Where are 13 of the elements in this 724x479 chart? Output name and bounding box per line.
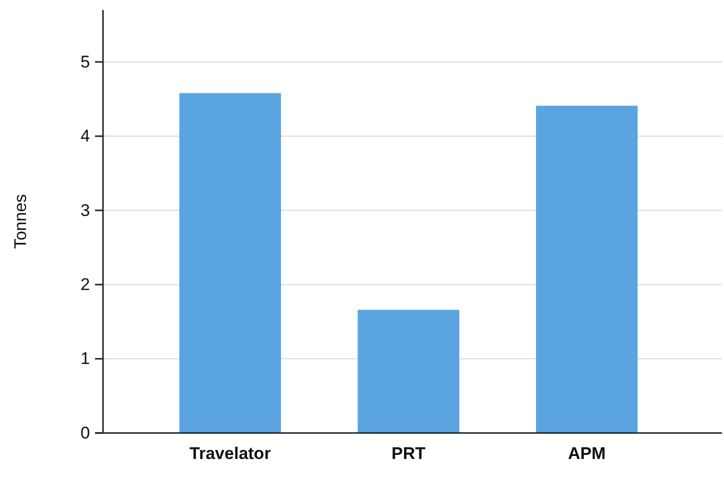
- y-tick-label: 3: [80, 200, 90, 220]
- y-tick-label: 2: [80, 275, 90, 294]
- x-tick-label: Travelator: [190, 444, 272, 464]
- bar: [358, 310, 460, 433]
- x-tick-label: APM: [568, 444, 606, 464]
- y-tick-label: 4: [80, 126, 90, 146]
- x-tick-label: PRT: [392, 444, 426, 464]
- y-tick-label: 5: [80, 52, 90, 72]
- bar: [536, 106, 638, 433]
- y-tick-label: 1: [80, 349, 90, 368]
- y-axis-title: Tonnes: [11, 194, 30, 249]
- bar: [179, 93, 281, 433]
- y-tick-label: 0: [80, 423, 90, 442]
